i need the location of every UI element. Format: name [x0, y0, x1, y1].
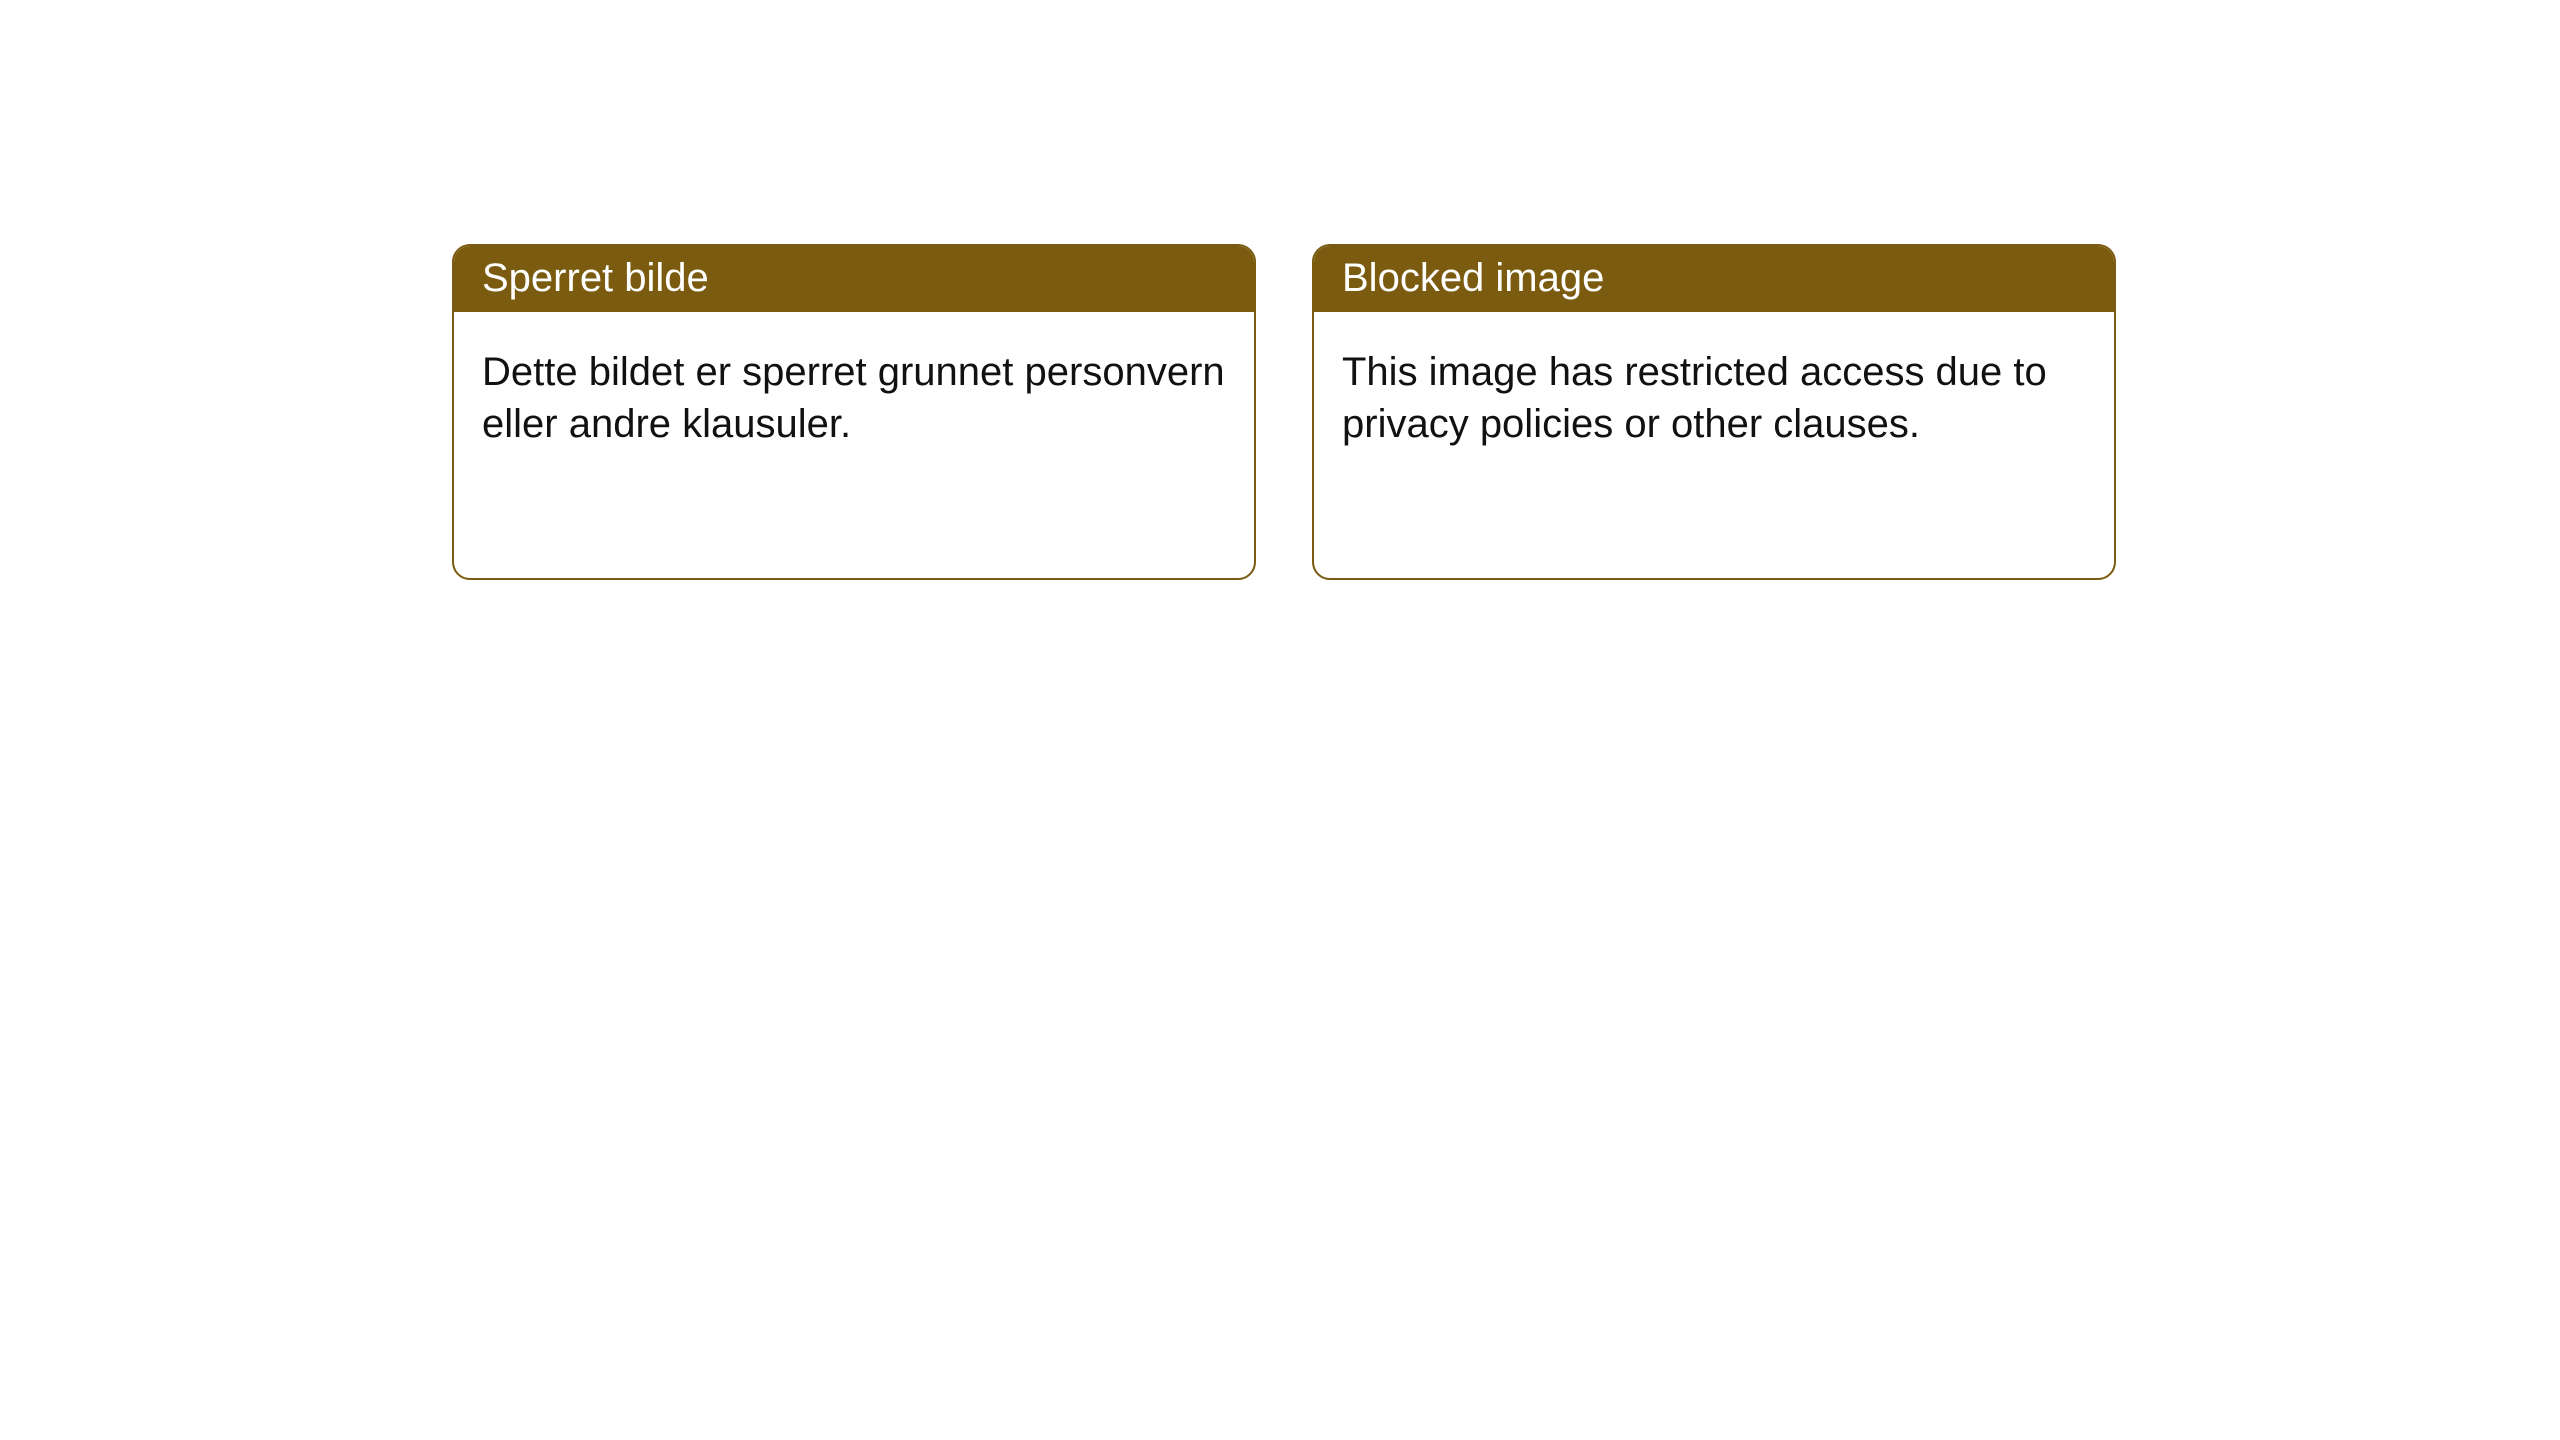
- notice-container: Sperret bilde Dette bildet er sperret gr…: [0, 0, 2560, 580]
- card-body: This image has restricted access due to …: [1314, 312, 2114, 484]
- card-body: Dette bildet er sperret grunnet personve…: [454, 312, 1254, 484]
- card-title: Blocked image: [1314, 246, 2114, 312]
- blocked-image-card-no: Sperret bilde Dette bildet er sperret gr…: [452, 244, 1256, 580]
- blocked-image-card-en: Blocked image This image has restricted …: [1312, 244, 2116, 580]
- card-title: Sperret bilde: [454, 246, 1254, 312]
